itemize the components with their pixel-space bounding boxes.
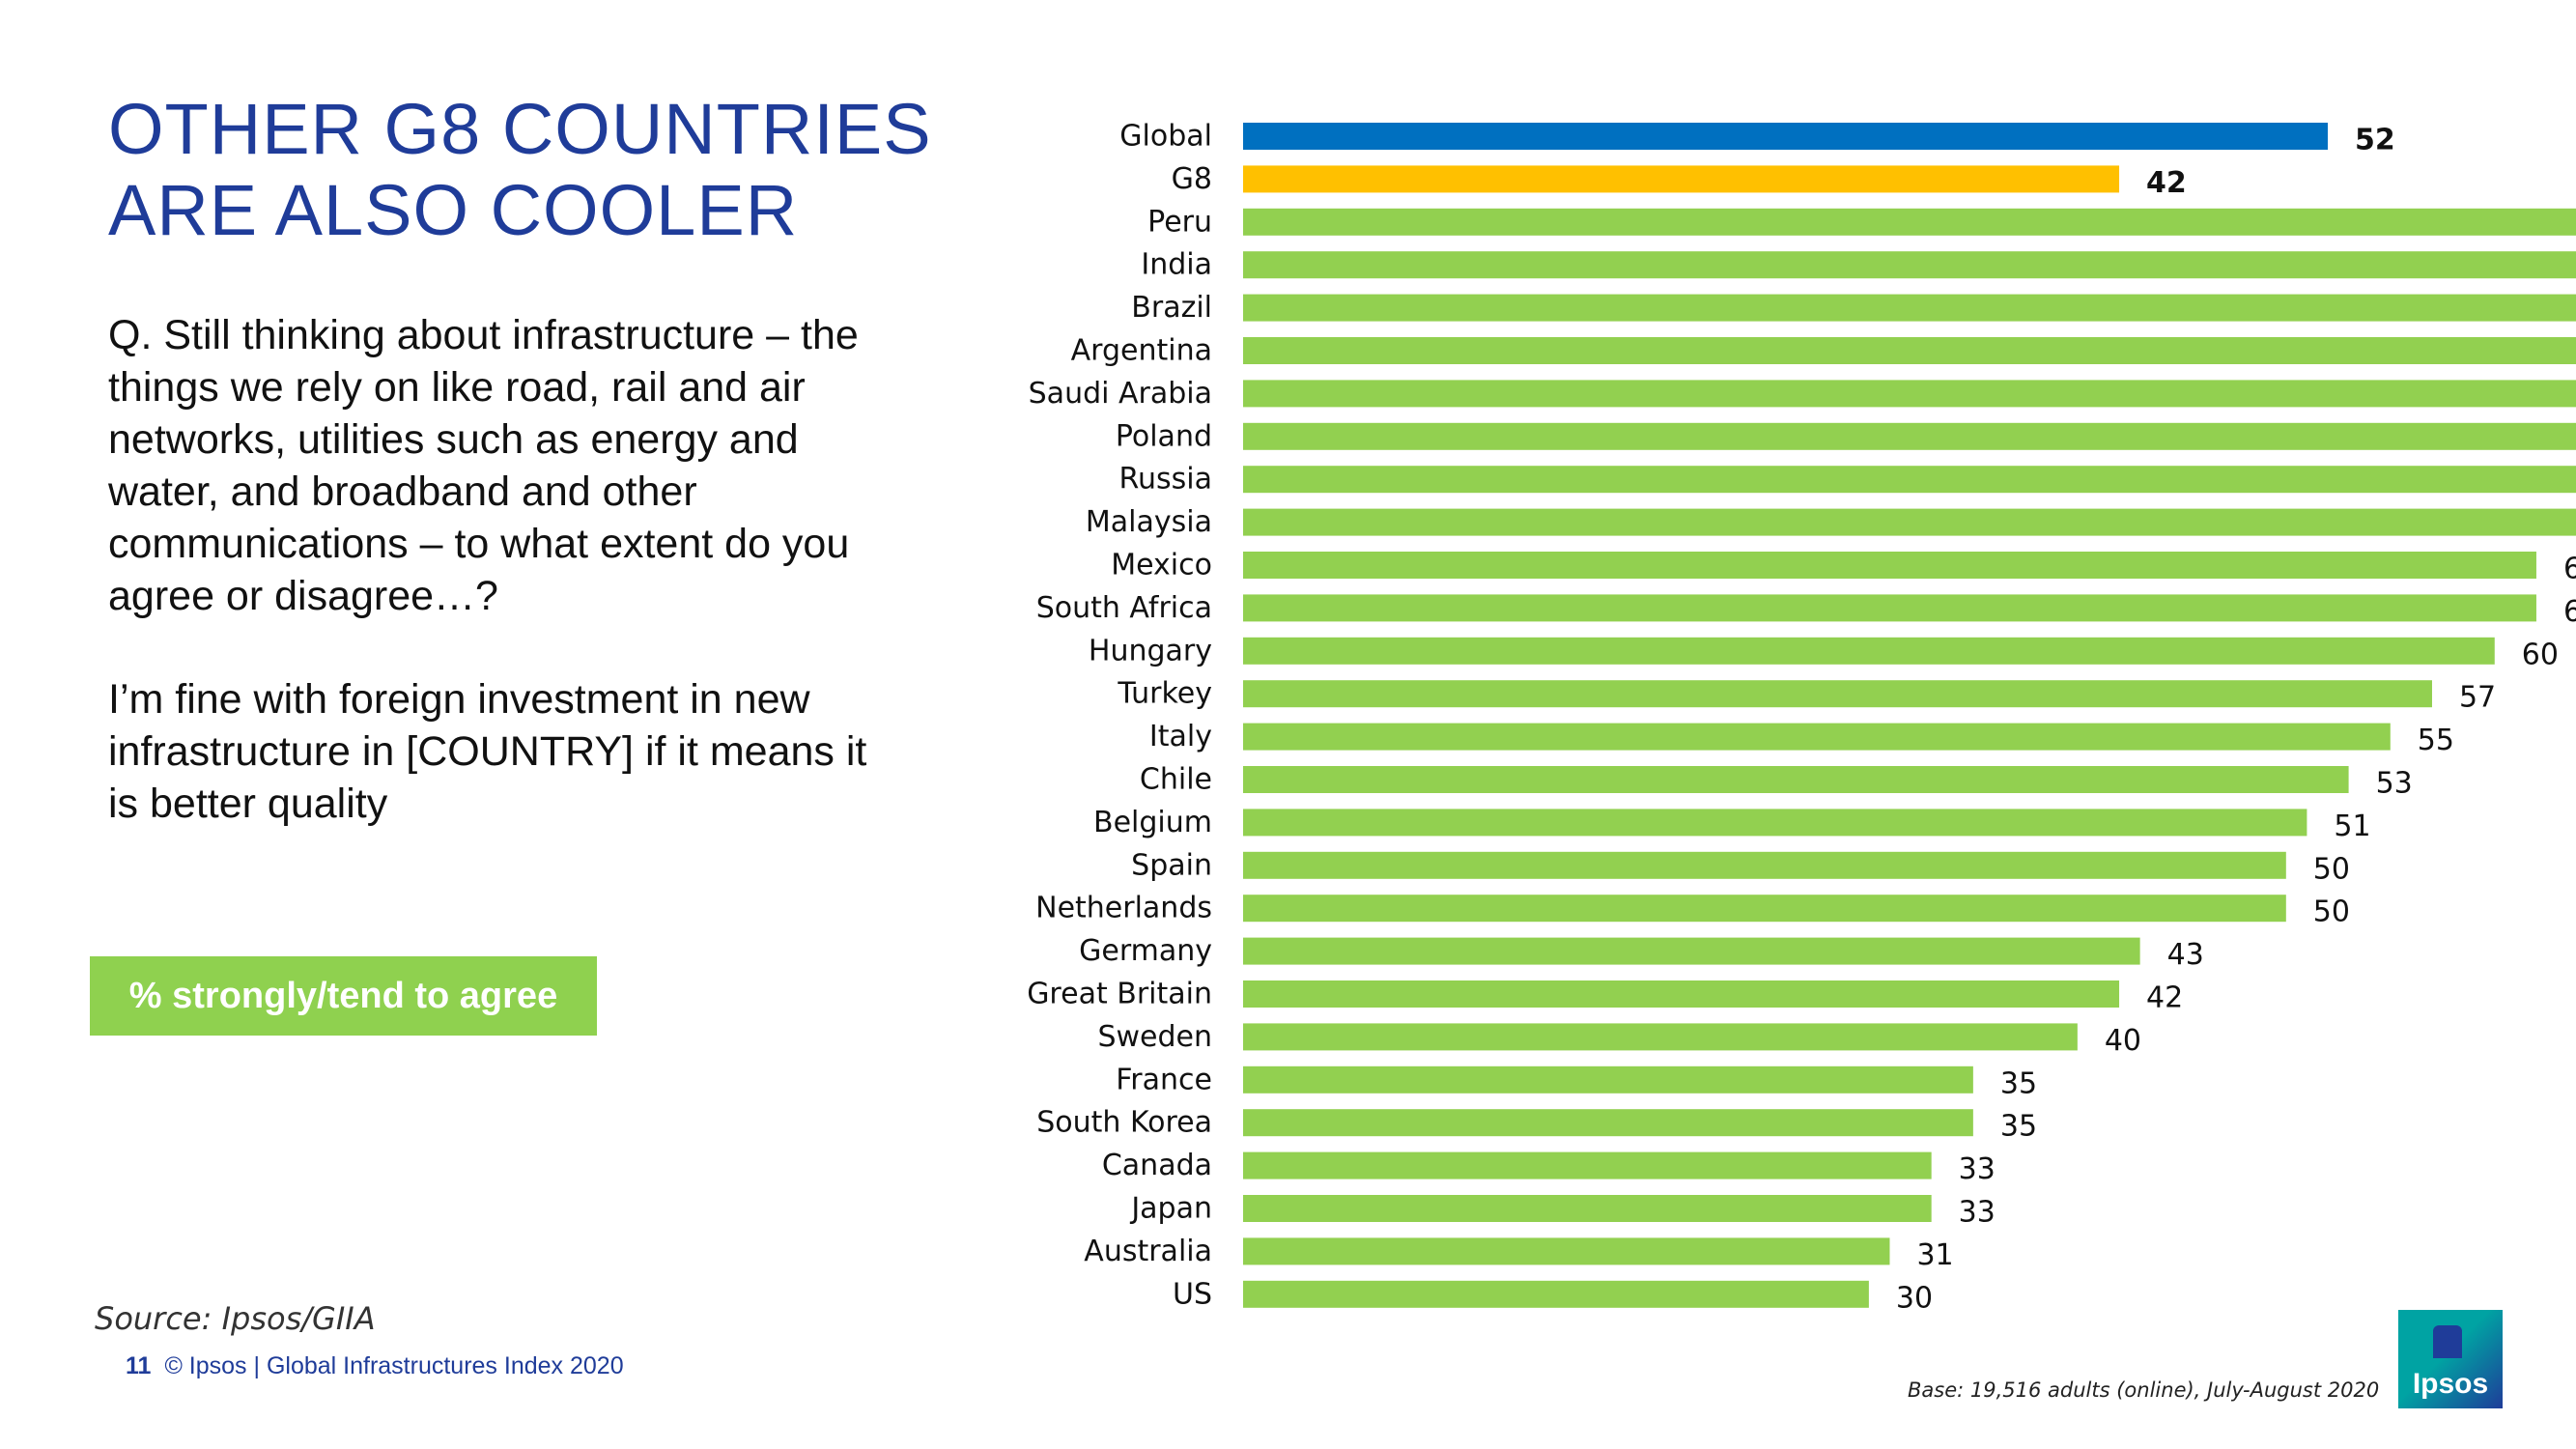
category-label: Canada [1102, 1149, 1212, 1182]
bar-south-africa [1243, 594, 2536, 622]
value-label: 35 [2000, 1066, 2037, 1100]
value-label: 55 [2418, 724, 2454, 757]
value-label: 50 [2313, 895, 2350, 929]
value-label: 33 [1959, 1152, 1996, 1186]
bar-france [1243, 1065, 1973, 1094]
category-label: Great Britain [1027, 978, 1212, 1011]
category-label: Chile [1140, 763, 1212, 797]
category-label: Saudi Arabia [1029, 377, 1212, 411]
survey-statement: I’m fine with foreign investment in new … [108, 676, 867, 827]
bar-turkey [1243, 680, 2432, 708]
ipsos-logo: Ipsos [2398, 1310, 2503, 1408]
category-label: Mexico [1111, 549, 1212, 582]
bar-saudi-arabia [1243, 380, 2576, 408]
category-label: Italy [1149, 720, 1212, 753]
category-label: South Africa [1036, 591, 1212, 625]
category-label: Netherlands [1035, 892, 1212, 925]
category-label: Poland [1116, 419, 1212, 453]
footer-text: © Ipsos | Global Infrastructures Index 2… [164, 1352, 624, 1379]
category-label: Malaysia [1086, 505, 1212, 539]
bar-argentina [1243, 337, 2576, 364]
bar-spain [1243, 851, 2286, 879]
bar-russia [1243, 466, 2576, 494]
bar-sweden [1243, 1023, 2078, 1051]
bar-netherlands [1243, 895, 2286, 923]
value-label: 60 [2522, 638, 2559, 671]
base-note: Base: 19,516 adults (online), July-Augus… [1908, 1378, 2380, 1402]
bar-mexico [1243, 552, 2536, 579]
category-label: India [1141, 248, 1212, 282]
bar-belgium [1243, 809, 2307, 837]
footer: 11 © Ipsos | Global Infrastructures Index… [126, 1352, 624, 1380]
bar-hungary [1243, 637, 2495, 665]
value-label: 40 [2105, 1024, 2141, 1058]
bar-peru [1243, 208, 2576, 236]
category-label: Germany [1079, 934, 1212, 968]
category-label: G8 [1172, 162, 1212, 196]
measure-badge: % strongly/tend to agree [90, 956, 597, 1036]
bar-germany [1243, 937, 2140, 965]
bar-global [1243, 123, 2328, 150]
value-label: 62 [2563, 553, 2576, 586]
category-label: Argentina [1071, 334, 1212, 368]
bar-poland [1243, 422, 2576, 450]
value-label: 35 [2000, 1110, 2037, 1144]
category-label: US [1173, 1277, 1212, 1311]
category-label: Brazil [1131, 291, 1212, 325]
value-label: 43 [2167, 938, 2204, 972]
category-label: France [1116, 1063, 1212, 1096]
category-label: South Korea [1036, 1106, 1212, 1140]
value-label: 62 [2563, 595, 2576, 629]
logo-text: Ipsos [2412, 1368, 2489, 1400]
category-label: Sweden [1097, 1020, 1212, 1054]
value-label: 31 [1916, 1238, 1953, 1272]
value-label: 42 [2146, 166, 2187, 200]
bar-g8 [1243, 165, 2120, 193]
bar-great-britain [1243, 980, 2120, 1008]
survey-question: Q. Still thinking about infrastructure –… [108, 312, 859, 619]
category-label: Peru [1147, 205, 1212, 239]
bar-india [1243, 251, 2576, 279]
bar-south-korea [1243, 1109, 1973, 1137]
value-label: 57 [2459, 681, 2496, 715]
bar-us [1243, 1280, 1869, 1308]
page-title: OTHER G8 COUNTRIES ARE ALSO COOLER [108, 89, 932, 250]
category-label: Global [1119, 120, 1212, 154]
category-label: Belgium [1093, 806, 1212, 839]
value-label: 50 [2313, 852, 2350, 886]
bar-canada [1243, 1151, 1932, 1179]
value-label: 33 [1959, 1196, 1996, 1230]
value-label: 53 [2376, 767, 2413, 801]
bar-brazil [1243, 294, 2576, 322]
category-label: Spain [1131, 848, 1212, 882]
category-label: Japan [1129, 1192, 1212, 1226]
logo-mark-icon [2433, 1325, 2462, 1358]
bar-australia [1243, 1237, 1890, 1265]
bar-italy [1243, 723, 2391, 751]
value-label: 30 [1896, 1281, 1933, 1315]
category-label: Australia [1084, 1235, 1212, 1268]
value-label: 51 [2334, 810, 2370, 843]
bar-japan [1243, 1195, 1932, 1222]
source-note: Source: Ipsos/GIIA [95, 1300, 376, 1337]
value-label: 42 [2146, 981, 2183, 1015]
bar-malaysia [1243, 508, 2576, 536]
category-label: Hungary [1089, 634, 1212, 668]
page-number: 11 [126, 1352, 152, 1379]
category-label: Turkey [1117, 677, 1212, 711]
category-label: Russia [1119, 463, 1213, 497]
value-label: 52 [2355, 124, 2395, 157]
bar-chile [1243, 766, 2349, 793]
